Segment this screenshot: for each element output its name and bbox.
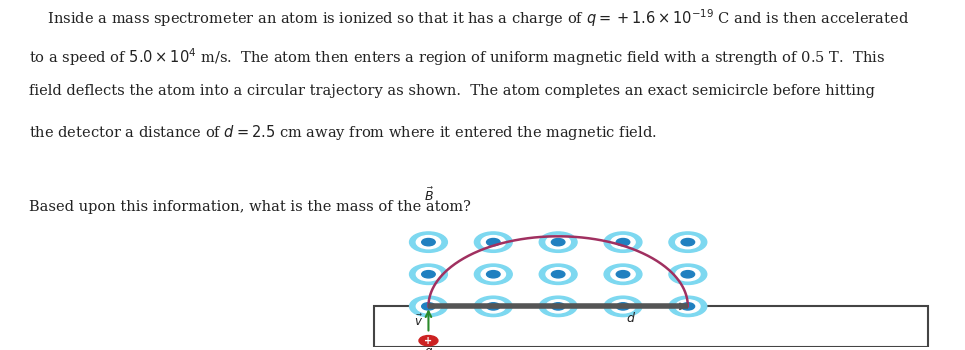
Circle shape: [422, 271, 435, 278]
Circle shape: [546, 300, 570, 313]
Circle shape: [611, 236, 635, 249]
Circle shape: [551, 303, 565, 310]
Text: Based upon this information, what is the mass of the atom?: Based upon this information, what is the…: [29, 199, 471, 213]
Circle shape: [539, 232, 577, 252]
Circle shape: [551, 238, 565, 246]
Text: $\vec{v}$: $\vec{v}$: [414, 314, 423, 329]
Text: $\vec{B}$: $\vec{B}$: [424, 187, 433, 204]
Text: field deflects the atom into a circular trajectory as shown.  The atom completes: field deflects the atom into a circular …: [29, 84, 874, 98]
Circle shape: [617, 303, 630, 310]
Circle shape: [676, 300, 700, 313]
Circle shape: [422, 238, 435, 246]
Circle shape: [546, 236, 570, 249]
Circle shape: [409, 264, 448, 285]
Bar: [374, 306, 928, 346]
Circle shape: [409, 296, 448, 317]
Circle shape: [486, 303, 500, 310]
Circle shape: [604, 232, 642, 252]
Circle shape: [676, 268, 700, 281]
Circle shape: [475, 264, 512, 285]
Circle shape: [604, 264, 642, 285]
Text: to a speed of $5.0 \times 10^4$ m/s.  The atom then enters a region of uniform m: to a speed of $5.0 \times 10^4$ m/s. The…: [29, 46, 885, 68]
Circle shape: [604, 296, 642, 317]
Circle shape: [611, 268, 635, 281]
Circle shape: [475, 296, 512, 317]
Text: +: +: [425, 336, 432, 346]
Circle shape: [482, 236, 506, 249]
Circle shape: [551, 271, 565, 278]
Circle shape: [539, 296, 577, 317]
Text: $d$: $d$: [626, 312, 636, 326]
Circle shape: [482, 300, 506, 313]
Circle shape: [681, 271, 695, 278]
Circle shape: [669, 232, 706, 252]
Circle shape: [486, 271, 500, 278]
Circle shape: [546, 268, 570, 281]
Circle shape: [669, 296, 706, 317]
Text: Inside a mass spectrometer an atom is ionized so that it has a charge of $q = +1: Inside a mass spectrometer an atom is io…: [29, 7, 909, 29]
Circle shape: [482, 268, 506, 281]
Circle shape: [486, 238, 500, 246]
Circle shape: [416, 236, 441, 249]
Circle shape: [681, 238, 695, 246]
Circle shape: [416, 300, 441, 313]
Circle shape: [539, 264, 577, 285]
Circle shape: [419, 336, 438, 346]
Circle shape: [409, 232, 448, 252]
Circle shape: [617, 238, 630, 246]
Circle shape: [416, 268, 441, 281]
Circle shape: [617, 271, 630, 278]
Text: $q$: $q$: [424, 346, 433, 350]
Circle shape: [669, 264, 706, 285]
Circle shape: [475, 232, 512, 252]
Circle shape: [422, 303, 435, 310]
Text: the detector a distance of $d = 2.5$ cm away from where it entered the magnetic : the detector a distance of $d = 2.5$ cm …: [29, 123, 656, 142]
Circle shape: [676, 236, 700, 249]
Circle shape: [681, 303, 695, 310]
Circle shape: [611, 300, 635, 313]
